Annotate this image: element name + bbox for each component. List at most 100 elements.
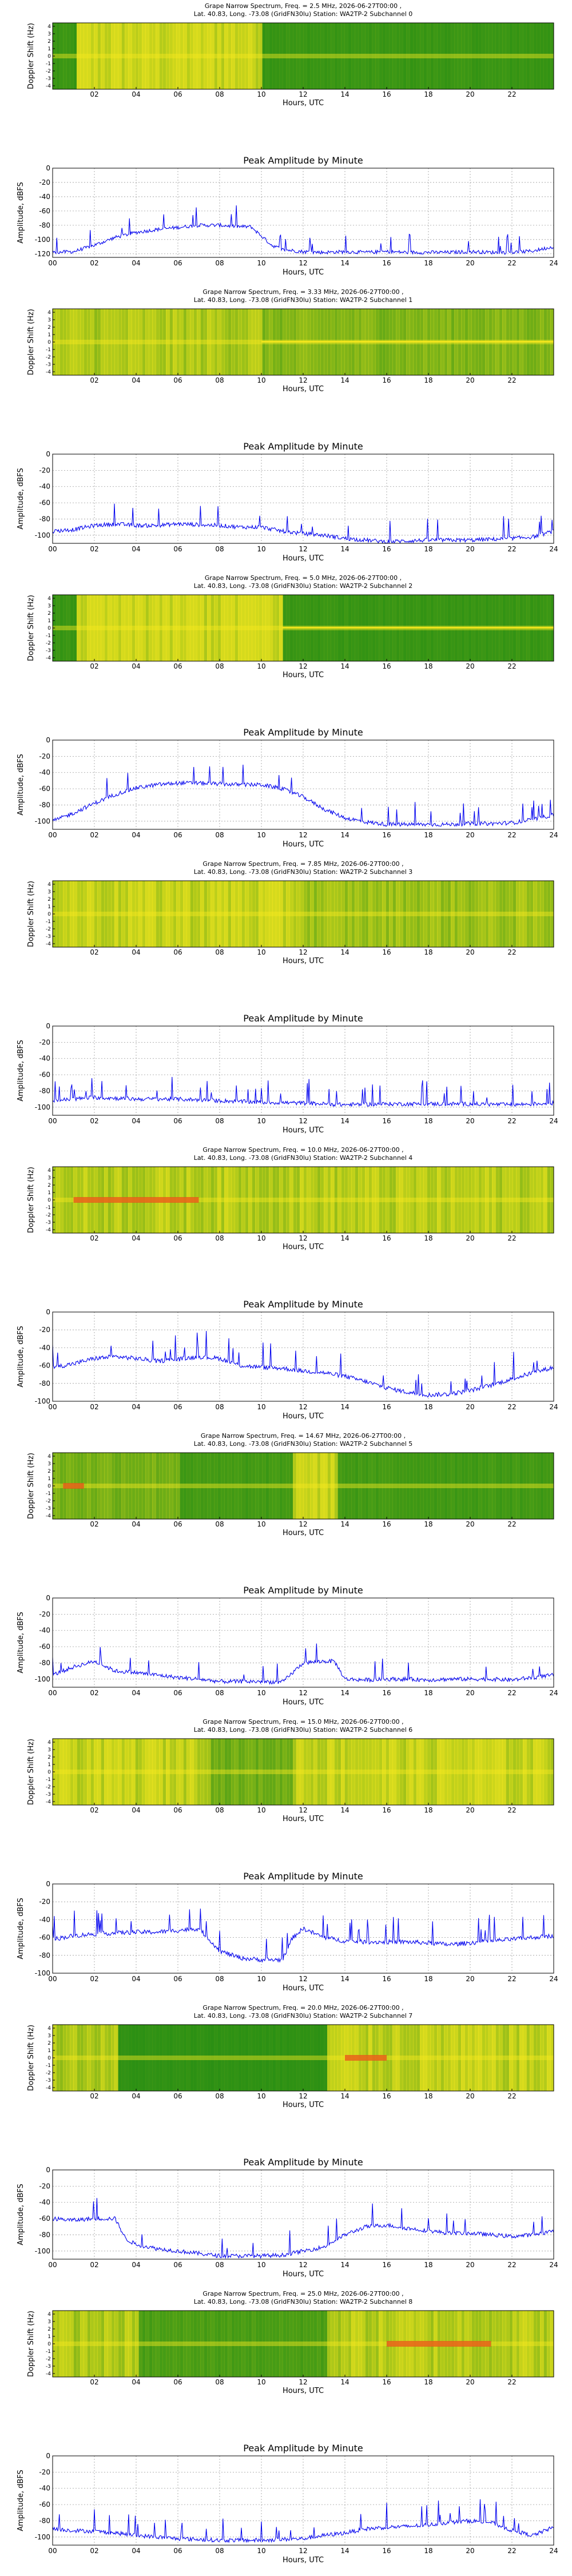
spectrogram-strip: [386, 1453, 390, 1519]
amplitude-ytick-label: -120: [35, 250, 50, 258]
spectrogram-strip: [166, 23, 170, 89]
amplitude-xtick-label: 04: [132, 1689, 140, 1697]
spectrogram-strip: [77, 595, 81, 661]
spectrogram-strip: [245, 881, 249, 947]
spectrogram-strip: [454, 1167, 458, 1233]
spectrogram-strip: [269, 2025, 273, 2091]
spectrogram-strip: [66, 23, 70, 89]
amplitude-xtick-label: 02: [90, 831, 98, 839]
spectrogram-strip: [138, 23, 142, 89]
spectrogram-strip: [118, 1453, 122, 1519]
spectrogram-strip: [149, 595, 153, 661]
spectrogram-strip: [80, 881, 84, 947]
amplitude-xtick-label: 14: [340, 1403, 349, 1411]
spectrogram-ytick-label: 3: [47, 889, 51, 895]
spectrogram-strip: [478, 881, 482, 947]
spectrogram-strip: [241, 1453, 245, 1519]
spectrogram-strip: [70, 309, 74, 375]
amplitude-title: Peak Amplitude by Minute: [243, 1299, 363, 1310]
amplitude-ytick-label: -100: [35, 2533, 50, 2541]
spectrogram-strip: [207, 1739, 211, 1805]
spectrogram-strip: [523, 2311, 527, 2377]
amplitude-xtick-label: 10: [257, 831, 265, 839]
spectrogram-ytick-label: 0: [47, 54, 51, 59]
amplitude-ytick-label: -20: [39, 752, 50, 760]
amplitude-ytick-label: -80: [39, 2517, 50, 2525]
spectrogram-strip: [509, 1453, 513, 1519]
spectrogram-strip: [327, 2311, 331, 2377]
spectrogram-strip: [70, 595, 74, 661]
spectrogram-strip: [495, 1167, 499, 1233]
amplitude-xtick-label: 06: [173, 2261, 182, 2269]
spectrogram-ytick-label: -3: [46, 648, 51, 654]
spectrogram-xtick-label: 06: [173, 376, 182, 384]
spectrogram-strip: [173, 1453, 177, 1519]
spectrogram-strip: [73, 2311, 77, 2377]
spectrogram-strip: [63, 309, 67, 375]
spectrogram-strip: [97, 881, 101, 947]
spectrogram-strip: [461, 23, 465, 89]
spectrogram-strip: [320, 1167, 324, 1233]
spectrogram-strip: [176, 595, 180, 661]
spectrogram-strip: [235, 1739, 239, 1805]
spectrogram-strip: [509, 1167, 513, 1233]
spectrogram-strip: [513, 1739, 517, 1805]
amplitude-xtick-label: 20: [466, 2261, 474, 2269]
spectrogram-strip: [416, 1739, 420, 1805]
spectrogram-strip: [238, 2025, 242, 2091]
amplitude-xtick-label: 06: [173, 831, 182, 839]
spectrogram-strip: [272, 1739, 276, 1805]
spectrogram-strip: [118, 2025, 122, 2091]
spectrogram-ytick-label: 2: [47, 1469, 51, 1474]
spectrogram-strip: [502, 1453, 506, 1519]
spectrogram-ytick-label: -4: [46, 369, 51, 375]
spectrogram-strip: [447, 23, 451, 89]
spectrogram-strip: [389, 1739, 393, 1805]
spectrogram-strip: [186, 23, 190, 89]
amplitude-ytick-label: -40: [39, 1915, 50, 1923]
spectrogram-strip: [540, 2311, 544, 2377]
spectrogram-xtick-label: 16: [382, 1520, 391, 1528]
spectrogram-strip: [482, 1739, 486, 1805]
spectrogram-strip: [379, 2311, 383, 2377]
spectrogram-strip: [506, 1739, 510, 1805]
amplitude-ytick-label: -80: [39, 221, 50, 229]
spectrogram-plot: [53, 1739, 554, 1805]
spectrogram-strip: [289, 1453, 293, 1519]
spectrogram-strip: [238, 2311, 242, 2377]
spectrogram-strip: [162, 2025, 166, 2091]
spectrogram-strip: [204, 1167, 208, 1233]
amplitude-xtick-label: 14: [340, 1975, 349, 1983]
spectrogram-strip: [197, 881, 201, 947]
amplitude-ytick-label: -80: [39, 1951, 50, 1959]
spectrogram-strip: [475, 881, 479, 947]
spectrogram-strip: [348, 1167, 352, 1233]
spectrogram-strip: [84, 881, 88, 947]
spectrogram-strip: [509, 23, 513, 89]
spectrogram-strip: [324, 2025, 328, 2091]
spectrogram-strip: [550, 23, 554, 89]
spectrogram-ytick-label: 4: [47, 1168, 51, 1174]
spectrogram-strip: [543, 2311, 547, 2377]
spectrogram-strip: [259, 2025, 263, 2091]
spectrogram-strip: [540, 1453, 544, 1519]
subchannel-group-8: Grape Narrow Spectrum, Freq. = 25.0 MHz,…: [17, 2290, 558, 2565]
spectrogram-strip: [149, 2311, 153, 2377]
spectrogram-strip: [413, 1167, 417, 1233]
spectrogram-strip: [207, 881, 211, 947]
spectrogram-strip: [375, 1453, 379, 1519]
spectrogram-strip: [379, 881, 383, 947]
spectrogram-strip: [468, 2025, 472, 2091]
spectrogram-strip: [492, 1167, 496, 1233]
spectrogram-strip: [399, 881, 403, 947]
spectrogram-strip: [324, 1739, 328, 1805]
subchannel-group-1: Grape Narrow Spectrum, Freq. = 3.33 MHz,…: [17, 288, 558, 563]
spectrogram-strip: [204, 1453, 208, 1519]
spectrogram-xtick-label: 22: [507, 90, 516, 98]
amplitude-xtick-label: 22: [507, 1689, 516, 1697]
amplitude-ytick-label: -40: [39, 1343, 50, 1351]
spectrogram-strip: [516, 23, 520, 89]
spectrogram-strip: [231, 2025, 235, 2091]
spectrogram-strip: [375, 1167, 379, 1233]
spectrogram-strip: [166, 881, 170, 947]
